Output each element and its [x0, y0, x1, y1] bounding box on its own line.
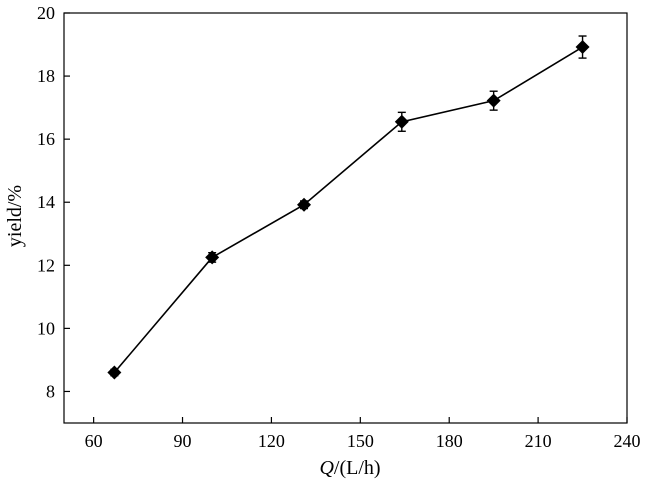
data-point-marker — [394, 114, 409, 129]
plot-frame — [63, 12, 628, 424]
y-axis-ticks: 8 10 12 14 16 18 20 — [37, 3, 70, 401]
x-tick-label: 60 — [85, 431, 103, 451]
x-tick-label: 120 — [258, 431, 285, 451]
plot-area-border — [63, 12, 628, 424]
data-point-marker — [486, 93, 501, 108]
series-line — [113, 46, 583, 374]
y-axis-label: yield/% — [4, 185, 26, 247]
data-point-marker — [575, 40, 590, 55]
y-tick-label: 14 — [37, 192, 55, 212]
x-tick-label: 180 — [436, 431, 463, 451]
x-tick-label: 90 — [174, 431, 192, 451]
x-axis-ticks: 60 90 120 150 180 210 240 — [85, 417, 641, 451]
x-tick-label: 210 — [525, 431, 552, 451]
y-tick-label: 18 — [37, 66, 55, 86]
data-point-marker — [297, 197, 312, 212]
y-tick-label: 20 — [37, 3, 55, 23]
x-tick-label: 240 — [614, 431, 641, 451]
x-tick-label: 150 — [347, 431, 374, 451]
y-tick-label: 8 — [46, 381, 55, 401]
series-layer — [107, 35, 590, 380]
y-tick-label: 16 — [37, 129, 55, 149]
data-point-marker — [107, 365, 122, 380]
y-tick-label: 12 — [37, 255, 55, 275]
data-point-marker — [205, 250, 220, 265]
y-tick-label: 10 — [37, 318, 55, 338]
x-axis-label: Q/(L/h) — [319, 457, 380, 479]
